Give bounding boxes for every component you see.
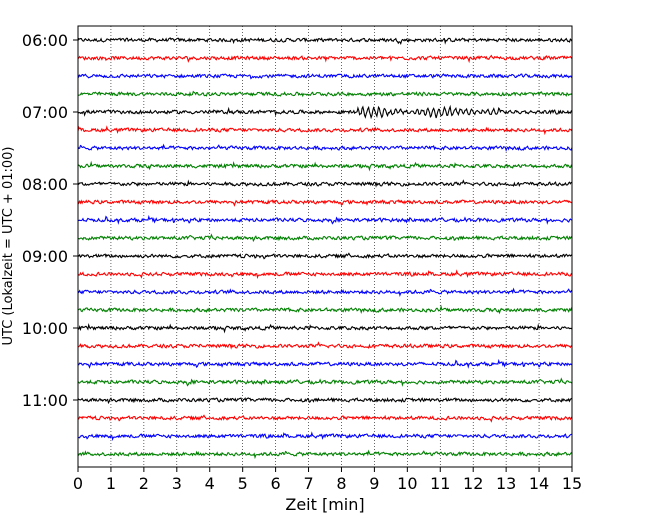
- seismic-trace: [77, 125, 573, 136]
- x-tick-label: 1: [106, 474, 116, 493]
- seismic-trace: [77, 377, 573, 387]
- x-axis-ticks: 0 1 2 3 4 5 6 7 8 9 10 11 12 13 14 15: [73, 467, 582, 493]
- plot-frame: [77, 25, 573, 468]
- y-tick-label: 10:00: [22, 319, 68, 338]
- x-axis-label: Zeit [min]: [285, 495, 364, 514]
- seismic-trace: [77, 90, 573, 98]
- x-tick-label: 14: [529, 474, 549, 493]
- y-tick-label: 08:00: [22, 175, 68, 194]
- seismic-trace: [77, 73, 573, 80]
- y-tick-label: 11:00: [22, 391, 68, 410]
- x-tick-label: 15: [562, 474, 582, 493]
- x-tick-label: 11: [430, 474, 450, 493]
- seismic-trace: [77, 287, 573, 298]
- seismic-trace: [77, 37, 573, 45]
- x-tick-label: 4: [205, 474, 215, 493]
- seismic-trace: [77, 269, 573, 279]
- seismic-trace: [77, 104, 573, 120]
- y-tick-label: 09:00: [22, 247, 68, 266]
- seismic-trace: [77, 160, 573, 172]
- x-tick-label: 10: [397, 474, 417, 493]
- y-axis-label: UTC (Lokalzeit = UTC + 01:00): [1, 147, 16, 346]
- x-tick-label: 13: [496, 474, 516, 493]
- seismic-trace: [77, 449, 573, 460]
- x-tick-label: 2: [139, 474, 149, 493]
- seismic-trace: [77, 143, 573, 153]
- x-tick-label: 9: [369, 474, 379, 493]
- y-axis-ticks: 06:00 07:00 08:00 09:00 10:00 11:00: [22, 31, 78, 410]
- x-tick-label: 0: [73, 474, 83, 493]
- seismic-trace: [77, 431, 573, 441]
- seismic-trace: [77, 358, 573, 369]
- seismic-trace: [77, 341, 573, 350]
- x-tick-label: 12: [463, 474, 483, 493]
- seismic-trace: [77, 397, 573, 405]
- seismic-traces: [77, 37, 573, 460]
- seismic-trace: [77, 252, 573, 260]
- seismic-trace: [77, 54, 573, 64]
- y-tick-label: 07:00: [22, 103, 68, 122]
- x-tick-label: 8: [336, 474, 346, 493]
- seismic-trace: [77, 199, 573, 207]
- x-tick-label: 5: [238, 474, 248, 493]
- x-tick-label: 6: [271, 474, 281, 493]
- seismic-trace: [77, 304, 573, 315]
- x-tick-label: 3: [172, 474, 182, 493]
- x-tick-label: 7: [303, 474, 313, 493]
- seismic-trace: [77, 233, 573, 243]
- y-tick-label: 06:00: [22, 31, 68, 50]
- seismic-trace: [77, 323, 573, 334]
- seismic-trace: [77, 414, 573, 423]
- seismic-trace: [77, 179, 573, 188]
- seismic-trace: [77, 214, 573, 225]
